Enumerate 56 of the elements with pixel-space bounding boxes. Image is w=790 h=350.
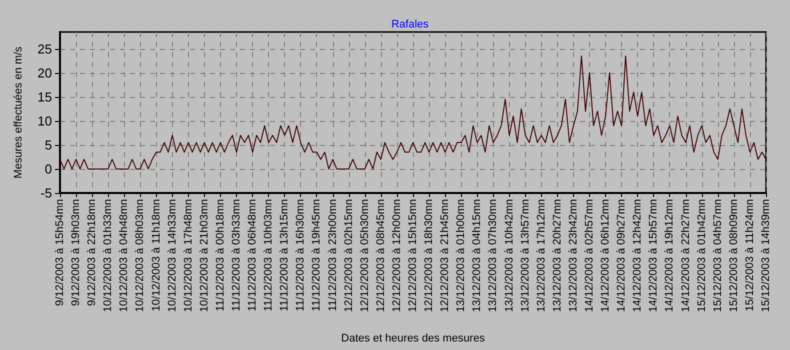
y-axis-title: Mesures effectuées en m/s	[12, 46, 24, 178]
x-tick-label: 13/12/2003 à 07h30mn	[487, 199, 500, 312]
x-tick-label: 10/12/2003 à 17h48mn	[182, 199, 194, 312]
x-tick-label: 13/12/2003 à 04h15mn	[471, 199, 484, 312]
x-tick-label: 13/12/2003 à 23h42mn	[567, 199, 580, 312]
x-tick-label: 10/12/2003 à 11h18mn	[150, 199, 162, 312]
y-tick-label: 20	[38, 65, 52, 80]
x-tick-label: 11/12/2003 à 00h18mn	[214, 199, 226, 312]
y-tick-label: 15	[38, 89, 52, 104]
x-axis-title: Dates et heures des mesures	[341, 332, 486, 344]
x-tick-label: 12/12/2003 à 21h45mn	[439, 199, 452, 312]
y-tick-label: 10	[38, 113, 52, 128]
x-tick-label: 13/12/2003 à 20h27mn	[551, 199, 564, 312]
x-tick-label: 10/12/2003 à 01h33mn	[102, 199, 114, 312]
x-tick-label: 13/12/2003 à 10h42mn	[503, 199, 516, 312]
x-tick-label: 11/12/2003 à 19h45mn	[310, 199, 323, 312]
x-tick-label: 12/12/2003 à 02h15mn	[342, 199, 355, 312]
x-tick-label: 12/12/2003 à 08h45mn	[374, 199, 387, 312]
x-tick-label: 9/12/2003 à 22h18mn	[86, 199, 98, 306]
x-tick-label: 15/12/2003 à 04h57mn	[712, 199, 724, 312]
x-tick-label: 11/12/2003 à 23h00mn	[326, 199, 339, 312]
x-tick-label: 12/12/2003 à 15h15mn	[407, 199, 419, 312]
x-tick-label: 14/12/2003 à 15h57mn	[648, 199, 660, 312]
x-tick-label: 15/12/2003 à 11h24mn	[744, 199, 756, 312]
x-tick-label: 11/12/2003 à 03h33mn	[230, 199, 242, 312]
chart-title: Rafales	[391, 18, 430, 30]
x-tick-label: 14/12/2003 à 22h27mn	[680, 199, 692, 312]
x-tick-label: 14/12/2003 à 06h12mn	[600, 199, 612, 312]
x-tick-label: 12/12/2003 à 05h30mn	[358, 199, 371, 312]
y-tick-label: -5	[40, 186, 52, 200]
x-tick-label: 10/12/2003 à 14h33mn	[166, 199, 178, 312]
x-tick-label: 13/12/2003 à 01h00mn	[455, 199, 468, 312]
y-tick-label: 25	[38, 41, 52, 56]
x-tick-label: 10/12/2003 à 21h03mn	[198, 199, 210, 312]
x-tick-label: 11/12/2003 à 16h30mn	[294, 199, 307, 312]
x-tick-label: 11/12/2003 à 10h03mn	[262, 199, 275, 312]
y-tick-label: 0	[44, 161, 52, 176]
x-tick-label: 10/12/2003 à 08h03mn	[134, 199, 146, 312]
x-tick-label: 9/12/2003 à 15h54mn	[54, 199, 66, 306]
x-tick-label: 11/12/2003 à 13h15mn	[278, 199, 291, 312]
x-tick-label: 12/12/2003 à 12h00mn	[390, 199, 403, 312]
x-tick-label: 10/12/2003 à 04h48mn	[118, 199, 130, 312]
x-tick-label: 13/12/2003 à 13h57mn	[519, 199, 532, 312]
x-tick-label: 13/12/2003 à 17h12mn	[535, 199, 548, 312]
x-tick-label: 12/12/2003 à 18h30mn	[423, 199, 436, 312]
x-tick-label: 9/12/2003 à 19h03mn	[70, 199, 82, 306]
x-tick-label: 14/12/2003 à 02h57mn	[584, 199, 596, 312]
x-tick-label: 14/12/2003 à 12h42mn	[632, 199, 644, 312]
x-tick-label: 15/12/2003 à 01h42mn	[696, 199, 708, 312]
x-tick-label: 14/12/2003 à 19h12mn	[664, 199, 676, 312]
x-tick-label: 14/12/2003 à 09h27mn	[616, 199, 628, 312]
y-tick-label: 5	[44, 137, 52, 152]
line-series	[60, 56, 766, 170]
x-tick-label: 15/12/2003 à 14h39mn	[760, 199, 772, 312]
x-tick-label: 15/12/2003 à 08h09mn	[728, 199, 740, 312]
x-tick-label: 11/12/2003 à 06h48mn	[246, 199, 259, 312]
